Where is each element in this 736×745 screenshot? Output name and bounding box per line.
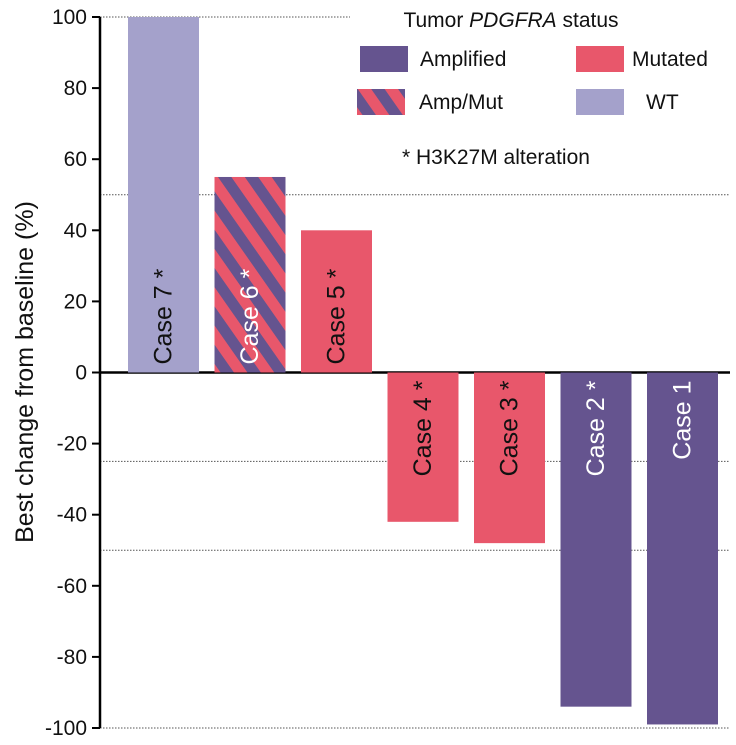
bar-label: Case 4 * bbox=[409, 380, 437, 476]
bar-label: Case 7 * bbox=[150, 268, 178, 364]
legend-swatch-ampmut bbox=[357, 89, 405, 115]
bar-case-7 bbox=[128, 17, 199, 373]
y-tick-label: -20 bbox=[57, 433, 87, 456]
legend-swatch-mutated bbox=[576, 46, 624, 72]
y-tick-label: 60 bbox=[64, 148, 87, 171]
legend-title: Tumor PDGFRA status bbox=[403, 9, 618, 32]
bar-case-3 bbox=[474, 372, 545, 544]
legend-label: Amp/Mut bbox=[419, 91, 503, 114]
bar-label: Case 6 * bbox=[236, 268, 264, 364]
y-axis-label: Best change from baseline (%) bbox=[11, 201, 39, 543]
y-tick-label: -100 bbox=[45, 717, 87, 740]
y-tick-label: 100 bbox=[52, 6, 87, 29]
legend-label: Mutated bbox=[632, 48, 708, 71]
bar-case-2 bbox=[560, 372, 632, 707]
bar-label: Case 3 * bbox=[496, 380, 524, 476]
bar-case-1 bbox=[647, 372, 718, 725]
bar-case-6 bbox=[214, 176, 286, 373]
legend-swatch-amplified bbox=[360, 46, 408, 72]
y-tick-label: -60 bbox=[57, 575, 87, 598]
bar-label: Case 2 * bbox=[582, 380, 610, 476]
bars: Case 7 * Case 6 * Case 5 * Case 4 * Case 3 *… bbox=[128, 17, 718, 725]
y-tick-label: -80 bbox=[57, 646, 87, 669]
bar-label: Case 5 * bbox=[323, 268, 351, 364]
y-tick-label: -40 bbox=[57, 504, 87, 527]
bar-case-4 bbox=[387, 372, 459, 522]
legend-label: WT bbox=[646, 91, 679, 114]
legend-swatch-wt bbox=[576, 89, 624, 115]
y-axis: 100 80 60 40 20 0 -20 -40 -60 -80 -100 Best change … bbox=[11, 6, 102, 740]
y-tick-label: 80 bbox=[64, 77, 87, 100]
legend: Tumor PDGFRA status Amplified Mutated Amp/M… bbox=[357, 9, 708, 169]
y-tick-label: 0 bbox=[75, 362, 87, 385]
bar-case-5 bbox=[301, 230, 372, 373]
bar-label: Case 1 bbox=[669, 381, 697, 460]
y-tick-label: 40 bbox=[64, 219, 87, 242]
legend-note: * H3K27M alteration bbox=[402, 146, 590, 169]
legend-label: Amplified bbox=[420, 48, 506, 71]
y-tick-label: 20 bbox=[64, 290, 87, 313]
